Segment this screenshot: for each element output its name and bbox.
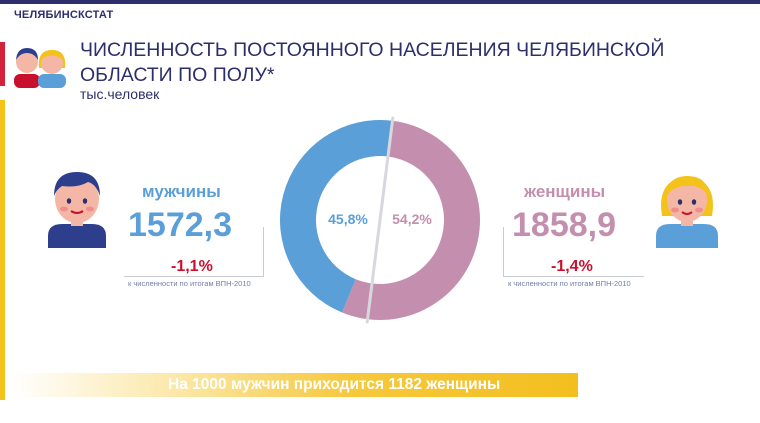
unit-subtitle: тыс.человек: [80, 86, 160, 102]
page-title: ЧИСЛЕННОСТЬ ПОСТОЯННОГО НАСЕЛЕНИЯ ЧЕЛЯБИ…: [80, 39, 665, 86]
men-label: мужчины: [142, 182, 221, 201]
men-value: 1572,3: [128, 206, 232, 244]
footer-banner: [10, 373, 578, 397]
men-note: к численности по итогам ВПН-2010: [128, 279, 251, 288]
donut-slice-women: [342, 120, 480, 320]
women-change: -1,4%: [551, 258, 593, 275]
donut-divider: [365, 116, 395, 324]
left-accent-red: [0, 42, 5, 86]
women-stat-box: [503, 227, 644, 277]
women-label: женщины: [524, 182, 606, 201]
women-value: 1858,9: [512, 206, 616, 244]
donut-label-women: 54,2%: [392, 211, 432, 227]
men-change: -1,1%: [171, 258, 213, 275]
gender-donut-chart: 45,8% 54,2%: [280, 116, 480, 324]
people-pair-icon: [14, 48, 66, 88]
left-accent-yellow: [0, 100, 5, 400]
footer-ratio-text: На 1000 мужчин приходится 1182 женщины: [168, 376, 501, 393]
men-stat-box: [124, 227, 264, 277]
top-bar: [0, 0, 760, 4]
women-note: к численности по итогам ВПН-2010: [508, 279, 631, 288]
donut-label-men: 45,8%: [328, 211, 368, 227]
man-avatar-icon: [48, 172, 106, 248]
donut-slice-men: [280, 120, 393, 313]
woman-avatar-icon: [656, 176, 718, 248]
brand-name: ЧЕЛЯБИНСКСТАТ: [14, 9, 114, 21]
